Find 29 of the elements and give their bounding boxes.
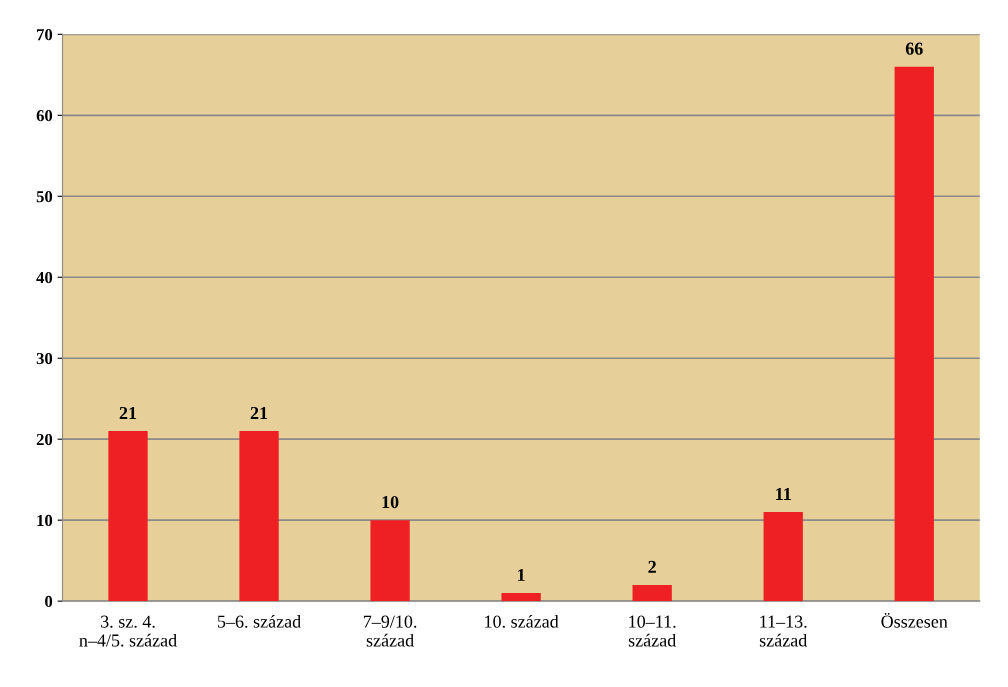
x-tick-label: 5–6. század — [217, 614, 301, 628]
data-label: 21 — [119, 406, 137, 419]
x-tick-label: 7–9/10. század — [363, 615, 417, 647]
bar — [239, 431, 279, 602]
x-tick-label: Összesen — [881, 612, 948, 628]
x-tick-label: 11–13. század — [759, 615, 808, 647]
y-tick-label: 40 — [36, 271, 53, 284]
bar — [370, 520, 410, 602]
x-tick-label: 10–11. század — [628, 615, 677, 647]
bar — [894, 66, 934, 602]
bar — [501, 593, 541, 602]
y-tick-label: 70 — [37, 29, 53, 41]
y-tick-label: 10 — [37, 514, 53, 527]
y-tick-label: 0 — [45, 595, 53, 608]
data-label: 10 — [382, 495, 399, 509]
y-tick-label: 50 — [36, 190, 53, 203]
bar — [108, 431, 148, 602]
x-tick-label: 3. sz. 4. n–4/5. század — [79, 615, 177, 647]
y-tick-label: 20 — [36, 433, 53, 446]
bar — [632, 584, 672, 602]
data-label: 2 — [648, 560, 656, 573]
y-tick-label: 30 — [36, 352, 53, 365]
y-tick-label: 60 — [36, 110, 53, 122]
data-label: 21 — [250, 406, 268, 419]
data-label: 1 — [518, 568, 525, 581]
bar — [763, 512, 803, 602]
x-tick-label: 10. század — [485, 614, 559, 628]
data-label: 66 — [905, 42, 923, 55]
data-label: 11 — [776, 487, 791, 500]
